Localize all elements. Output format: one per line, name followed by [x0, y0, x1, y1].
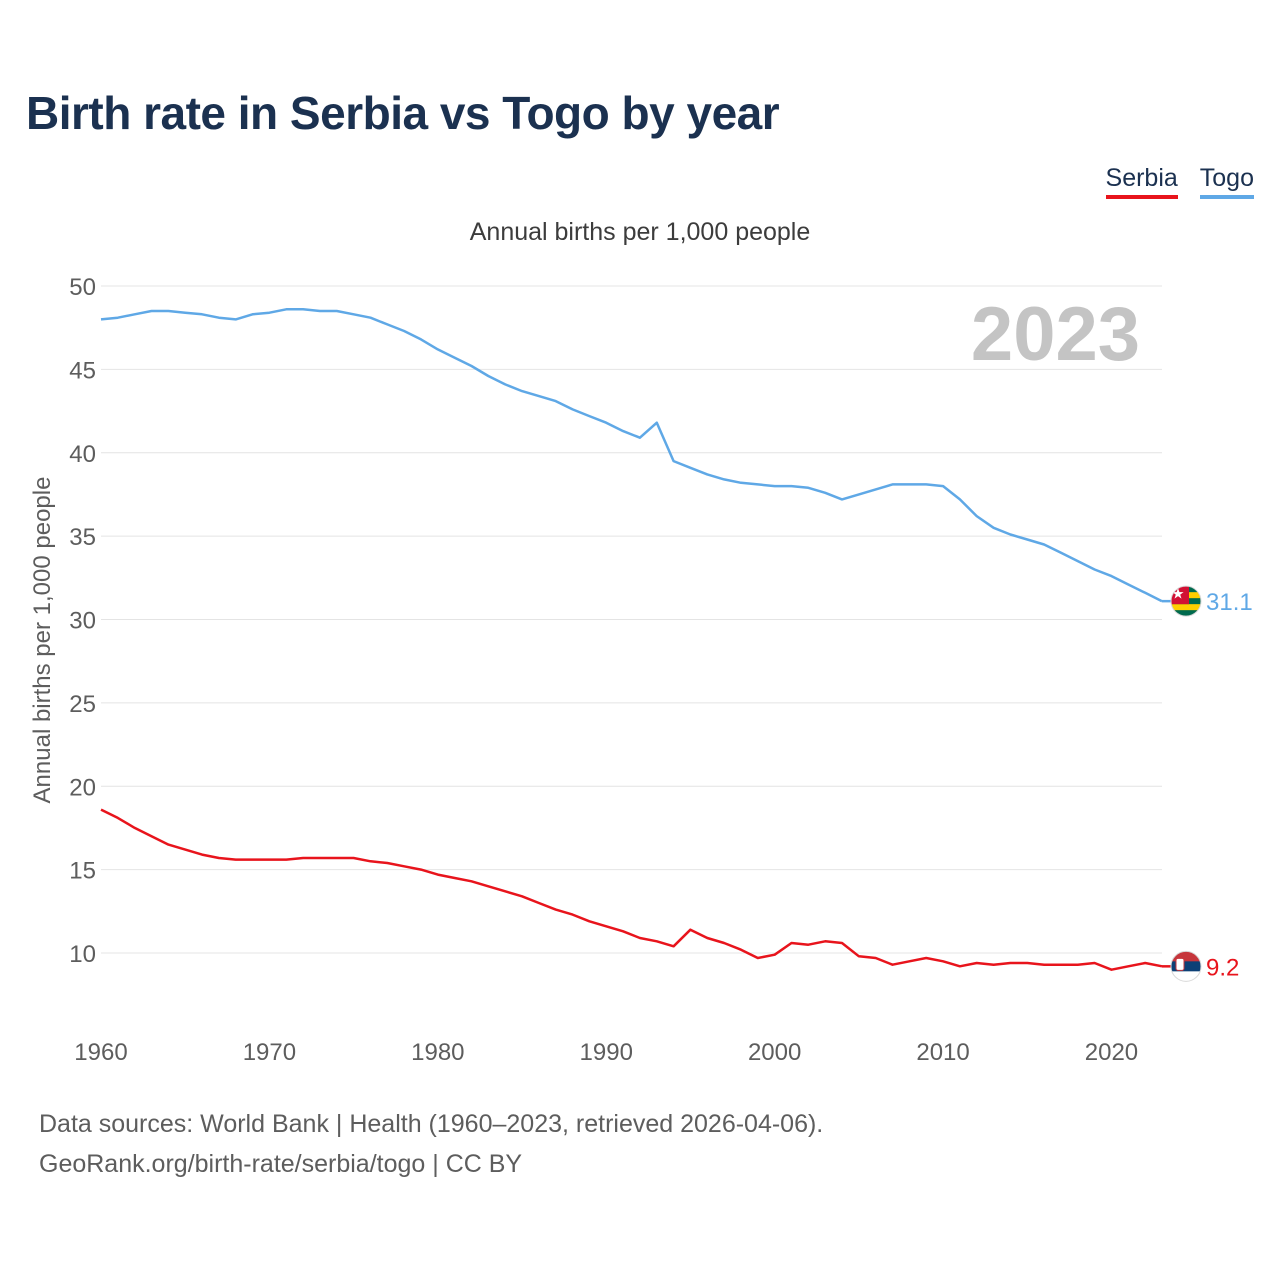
footer: Data sources: World Bank | Health (1960–… [39, 1104, 823, 1184]
y-tick-15: 15 [69, 858, 96, 885]
legend-item-serbia[interactable]: Serbia [1105, 164, 1178, 199]
y-tick-40: 40 [69, 441, 96, 468]
y-tick-20: 20 [69, 774, 96, 801]
x-tick-1960: 1960 [74, 1039, 127, 1066]
y-axis-label: Annual births per 1,000 people [29, 477, 56, 804]
x-tick-2020: 2020 [1085, 1039, 1138, 1066]
data-sources: Data sources: World Bank | Health (1960–… [39, 1110, 824, 1138]
series-line-togo [100, 308, 1163, 603]
gridlines [101, 285, 1162, 954]
y-tick-30: 30 [69, 608, 96, 635]
x-tick-1980: 1980 [411, 1039, 464, 1066]
end-label-serbia: 9.2 [1206, 954, 1239, 981]
credit-link[interactable]: GeoRank.org/birth-rate/serbia/togo | CC … [39, 1150, 523, 1178]
y-tick-labels: 10 15 20 25 30 35 40 45 50 [69, 274, 96, 968]
y-tick-45: 45 [69, 357, 96, 384]
year-overlay: 2023 [971, 292, 1140, 377]
end-label-togo: 31.1 [1206, 589, 1253, 616]
y-tick-25: 25 [69, 691, 96, 718]
x-tick-2010: 2010 [916, 1039, 969, 1066]
x-tick-2000: 2000 [748, 1039, 801, 1066]
legend-item-togo[interactable]: Togo [1199, 164, 1254, 199]
y-tick-10: 10 [69, 941, 96, 968]
series-line-serbia [100, 808, 1163, 971]
chart-title: Birth rate in Serbia vs Togo by year [26, 87, 780, 139]
x-tick-1970: 1970 [243, 1039, 296, 1066]
chart-subtitle: Annual births per 1,000 people [470, 218, 811, 246]
y-tick-50: 50 [69, 274, 96, 301]
y-tick-35: 35 [69, 524, 96, 551]
legend: Serbia Togo [1105, 164, 1254, 199]
x-tick-labels: 1960 1970 1980 1990 2000 2010 2020 [74, 1039, 1138, 1066]
series-lines [100, 308, 1163, 971]
end-markers: 31.1 9.2 [1162, 585, 1253, 982]
x-tick-1990: 1990 [580, 1039, 633, 1066]
serbia-flag-icon [1171, 951, 1201, 982]
